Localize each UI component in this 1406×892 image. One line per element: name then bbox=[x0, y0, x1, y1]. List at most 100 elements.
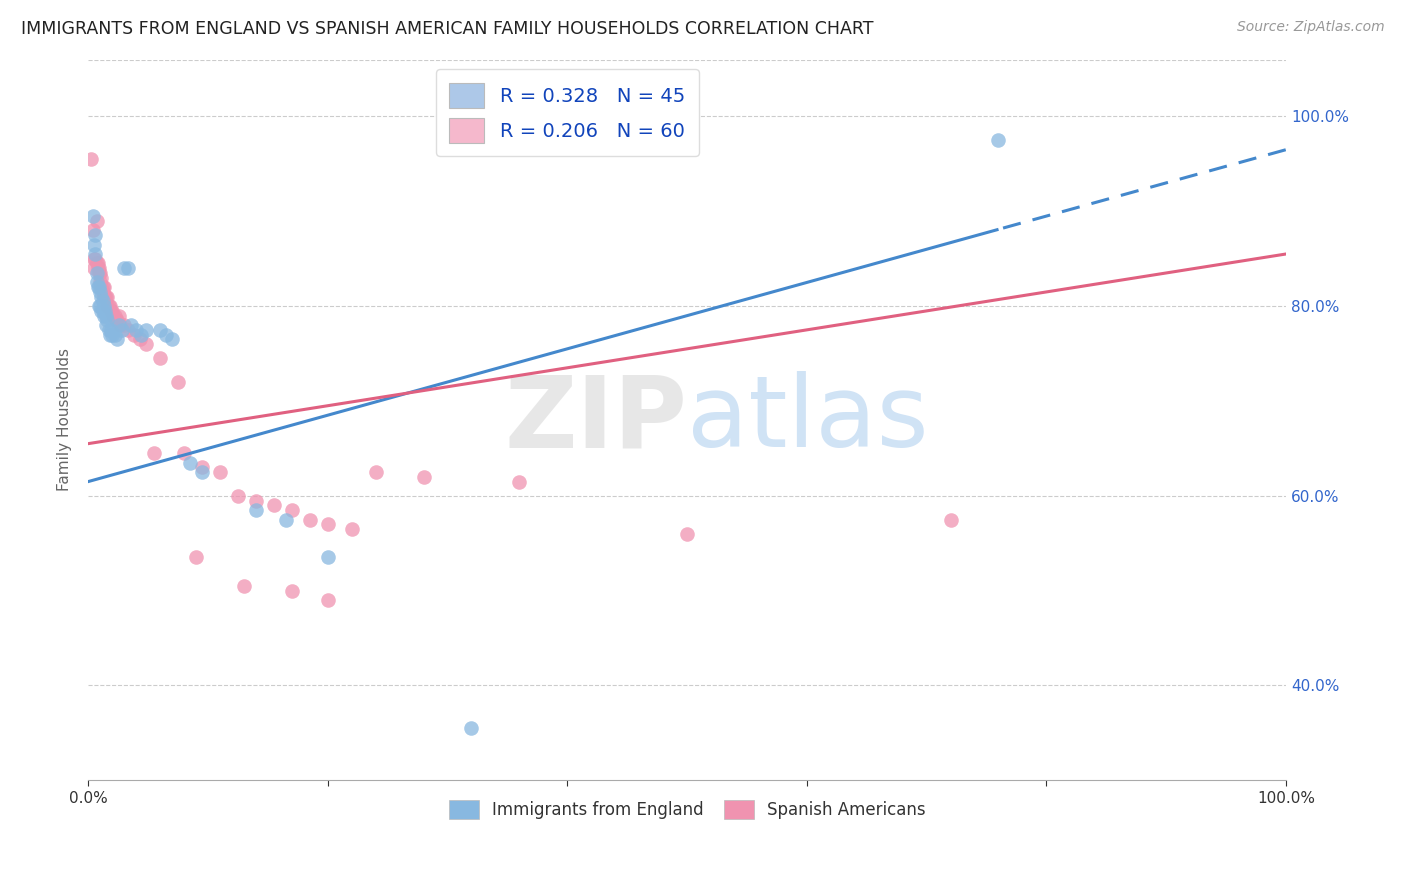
Point bbox=[508, 475, 530, 489]
Point bbox=[987, 133, 1010, 147]
Point bbox=[96, 299, 118, 313]
Point bbox=[84, 252, 107, 266]
Point bbox=[86, 276, 108, 290]
Text: atlas: atlas bbox=[688, 371, 929, 468]
Point bbox=[412, 470, 434, 484]
Point bbox=[90, 280, 112, 294]
Point bbox=[96, 313, 118, 327]
Point bbox=[87, 280, 110, 294]
Point bbox=[179, 456, 201, 470]
Point bbox=[87, 299, 110, 313]
Point bbox=[84, 227, 107, 242]
Point bbox=[91, 294, 114, 309]
Point bbox=[89, 285, 111, 299]
Point bbox=[93, 290, 115, 304]
Point bbox=[103, 309, 125, 323]
Point bbox=[208, 465, 231, 479]
Point bbox=[105, 313, 128, 327]
Point bbox=[340, 522, 363, 536]
Point bbox=[91, 285, 114, 299]
Point bbox=[91, 280, 114, 294]
Point bbox=[143, 446, 166, 460]
Point bbox=[93, 280, 115, 294]
Point bbox=[82, 223, 104, 237]
Point bbox=[191, 460, 214, 475]
Point bbox=[939, 512, 962, 526]
Point bbox=[89, 299, 111, 313]
Point bbox=[191, 465, 214, 479]
Point bbox=[281, 583, 304, 598]
Point bbox=[87, 266, 110, 280]
Point bbox=[245, 493, 267, 508]
Text: ZIP: ZIP bbox=[505, 371, 688, 468]
Text: IMMIGRANTS FROM ENGLAND VS SPANISH AMERICAN FAMILY HOUSEHOLDS CORRELATION CHART: IMMIGRANTS FROM ENGLAND VS SPANISH AMERI… bbox=[21, 20, 873, 37]
Point bbox=[155, 327, 177, 342]
Point bbox=[112, 318, 135, 332]
Point bbox=[86, 256, 108, 270]
Point bbox=[316, 593, 339, 607]
Point bbox=[167, 375, 190, 389]
Point bbox=[83, 237, 105, 252]
Point bbox=[97, 323, 120, 337]
Point bbox=[245, 503, 267, 517]
Point bbox=[117, 261, 139, 276]
Point bbox=[112, 261, 135, 276]
Point bbox=[226, 489, 249, 503]
Point bbox=[232, 579, 254, 593]
Point bbox=[676, 526, 699, 541]
Point bbox=[91, 304, 114, 318]
Point bbox=[103, 309, 125, 323]
Point bbox=[274, 512, 297, 526]
Y-axis label: Family Households: Family Households bbox=[58, 349, 72, 491]
Point bbox=[281, 503, 304, 517]
Point bbox=[94, 318, 117, 332]
Point bbox=[84, 247, 107, 261]
Point bbox=[86, 266, 108, 280]
Point bbox=[263, 498, 285, 512]
Point bbox=[96, 290, 118, 304]
Point bbox=[149, 351, 172, 366]
Point bbox=[86, 214, 108, 228]
Point bbox=[94, 290, 117, 304]
Point bbox=[117, 323, 139, 337]
Point bbox=[460, 721, 482, 735]
Point bbox=[173, 446, 195, 460]
Point bbox=[316, 550, 339, 565]
Point bbox=[149, 323, 172, 337]
Point bbox=[87, 261, 110, 276]
Point bbox=[316, 517, 339, 532]
Point bbox=[364, 465, 387, 479]
Point bbox=[101, 327, 124, 342]
Point bbox=[87, 261, 110, 276]
Point bbox=[90, 290, 112, 304]
Point bbox=[110, 318, 132, 332]
Point bbox=[104, 313, 127, 327]
Point bbox=[89, 276, 111, 290]
Point bbox=[120, 318, 142, 332]
Point bbox=[94, 290, 117, 304]
Point bbox=[90, 304, 112, 318]
Point bbox=[122, 327, 145, 342]
Point bbox=[87, 280, 110, 294]
Point bbox=[101, 304, 124, 318]
Point bbox=[160, 332, 183, 346]
Point bbox=[103, 327, 125, 342]
Point bbox=[298, 512, 321, 526]
Point bbox=[94, 309, 117, 323]
Point bbox=[90, 270, 112, 285]
Point bbox=[87, 256, 110, 270]
Point bbox=[100, 323, 122, 337]
Point bbox=[108, 309, 131, 323]
Legend: Immigrants from England, Spanish Americans: Immigrants from England, Spanish America… bbox=[441, 794, 932, 826]
Point bbox=[184, 550, 207, 565]
Point bbox=[125, 323, 148, 337]
Point bbox=[83, 252, 105, 266]
Point bbox=[93, 309, 115, 323]
Point bbox=[108, 318, 131, 332]
Text: Source: ZipAtlas.com: Source: ZipAtlas.com bbox=[1237, 20, 1385, 34]
Point bbox=[128, 332, 150, 346]
Point bbox=[97, 299, 120, 313]
Point bbox=[105, 332, 128, 346]
Point bbox=[79, 152, 101, 166]
Point bbox=[135, 337, 157, 351]
